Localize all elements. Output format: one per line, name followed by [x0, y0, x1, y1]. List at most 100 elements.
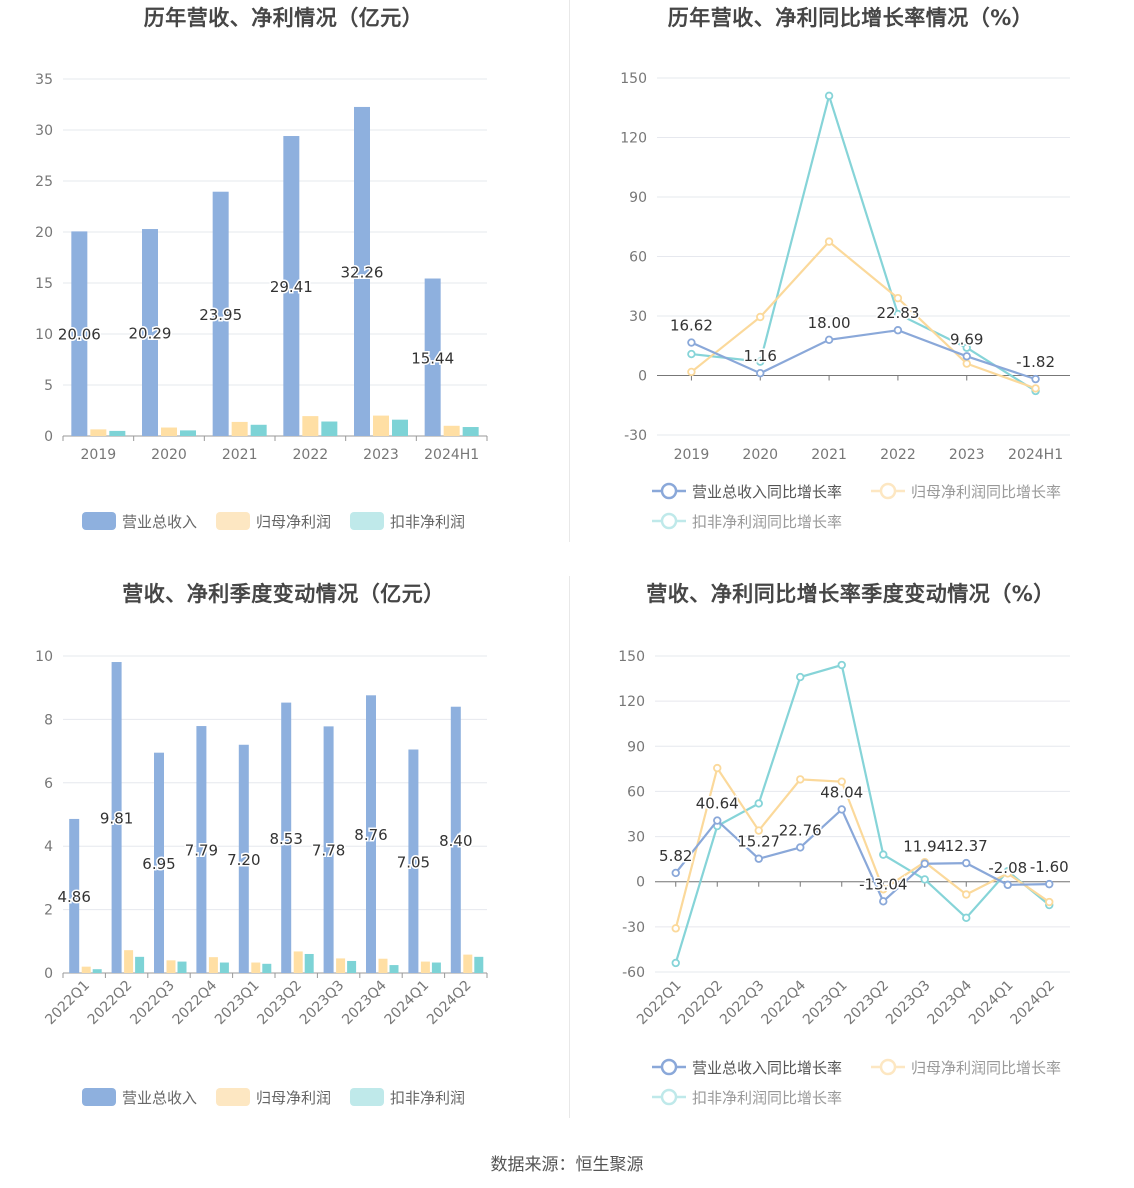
data-point	[824, 237, 834, 246]
legend-label: 扣非净利润同比增长率	[692, 1089, 842, 1107]
x-tick-label: 2023	[949, 447, 985, 463]
x-tick-label: 2021	[811, 447, 847, 463]
data-point	[687, 338, 696, 347]
legend-label: 营业总收入	[122, 1089, 197, 1107]
bar	[431, 962, 441, 973]
legend-label: 营业总收入同比增长率	[692, 1059, 842, 1077]
x-tick-label: 2022Q3	[717, 978, 768, 1029]
legend-swatch	[216, 1088, 250, 1106]
y-tick-label: 60	[629, 250, 647, 266]
legend-marker	[660, 512, 678, 530]
legend-marker	[879, 1058, 897, 1076]
y-tick-label: 150	[618, 649, 645, 665]
annual-amount-title: 历年营收、净利情况（亿元）	[143, 6, 424, 30]
y-tick-label: 0	[638, 369, 647, 385]
legend-label: 归母净利润同比增长率	[911, 1059, 1061, 1077]
data-label: 7.05	[397, 853, 430, 871]
legend-label: 归母净利润	[256, 513, 331, 531]
bar	[154, 752, 164, 973]
quarterly-growth-panel: 营收、净利同比增长率季度变动情况（%） -60 -30 0 30 60 90 120 150 5…	[567, 576, 1134, 1151]
x-tick-label: 2022Q4	[758, 977, 809, 1028]
data-point	[687, 349, 696, 359]
legend-label: 营业总收入同比增长率	[692, 483, 842, 501]
y-tick-label: 15	[35, 276, 53, 292]
data-label: 48.04	[820, 783, 863, 801]
data-label: 15.44	[411, 349, 454, 367]
bar	[373, 415, 389, 436]
data-point	[1045, 879, 1054, 889]
data-point	[1003, 869, 1012, 878]
x-tick-label: 2024Q1	[382, 978, 433, 1029]
y-tick-label: 6	[44, 776, 53, 792]
data-label: 9.81	[100, 810, 133, 828]
bar	[166, 960, 176, 973]
legend-swatch	[350, 1088, 384, 1106]
data-point	[879, 897, 888, 906]
data-point	[1031, 384, 1040, 393]
annual-growth-chart: -30 0 30 60 90 120 150 16.62 1.16 18.00 22.83 9.69 -…	[620, 71, 1070, 531]
data-source-footer: 数据来源：恒生聚源	[490, 1155, 644, 1175]
y-tick-label: 60	[627, 784, 645, 800]
data-point	[837, 777, 846, 786]
bar	[293, 951, 303, 973]
data-label: 9.69	[950, 330, 983, 348]
y-tick-label: 150	[620, 71, 647, 87]
x-tick-label: 2022Q3	[127, 978, 178, 1029]
quarterly-amount-chart: 0 2 4 6 8 10 4.86 9.81 6.95 7.79 7.20 8.53 7.78 8.76 7…	[35, 649, 488, 1107]
y-tick-label: 30	[35, 123, 53, 139]
x-tick-label: 2022	[880, 447, 916, 463]
x-tick-label: 2022Q2	[675, 978, 726, 1029]
data-point	[671, 868, 680, 878]
legend-marker	[660, 1058, 678, 1076]
bar	[142, 229, 158, 436]
bar	[378, 958, 388, 973]
series-line	[690, 240, 1036, 390]
data-label: 8.40	[439, 832, 472, 850]
data-label: 6.95	[142, 855, 175, 873]
bar	[336, 958, 346, 973]
bar	[281, 702, 292, 973]
data-label: 16.62	[670, 317, 713, 335]
quarterly-growth-title: 营收、净利同比增长率季度变动情况（%）	[646, 582, 1055, 606]
series-line	[674, 807, 1050, 904]
legend-label: 归母净利润同比增长率	[911, 483, 1061, 501]
y-tick-label: 25	[35, 174, 53, 190]
data-point	[754, 854, 763, 863]
x-tick-label: 2023Q1	[212, 978, 263, 1029]
legend-label: 扣非净利润同比增长率	[692, 513, 842, 531]
bar	[283, 136, 300, 436]
bar	[462, 427, 479, 436]
x-tick-label: 2022Q2	[85, 978, 136, 1029]
vertical-divider-top	[569, 0, 570, 542]
x-tick-label: 2024Q2	[1007, 978, 1058, 1029]
y-tick-label: 120	[618, 694, 645, 710]
series-line	[690, 329, 1036, 381]
y-tick-label: 30	[627, 830, 645, 846]
y-tick-label: 5	[44, 378, 53, 394]
data-label: 7.20	[227, 851, 260, 869]
data-label: 4.86	[57, 888, 90, 906]
bar	[238, 744, 249, 973]
data-point	[713, 763, 722, 773]
annual-growth-title: 历年营收、净利同比增长率情况（%）	[667, 6, 1034, 30]
data-label: 8.53	[269, 830, 302, 848]
data-point	[824, 91, 834, 101]
data-point	[756, 312, 765, 322]
y-tick-label: 2	[44, 903, 53, 919]
x-tick-label: 2023Q4	[339, 977, 390, 1028]
bar	[196, 726, 207, 973]
bar	[302, 416, 319, 436]
quarterly-amount-title: 营收、净利季度变动情况（亿元）	[122, 582, 445, 606]
data-label: 23.95	[199, 306, 242, 324]
data-point	[1031, 374, 1040, 384]
vertical-divider-bottom	[569, 576, 570, 1118]
data-point	[713, 816, 722, 825]
y-tick-label: 90	[627, 739, 645, 755]
y-tick-label: -30	[622, 920, 645, 936]
bar	[90, 429, 107, 436]
bar	[463, 954, 473, 973]
legend-label: 营业总收入	[122, 513, 197, 531]
legend-marker	[879, 482, 897, 500]
data-label: 11.94	[903, 838, 946, 856]
y-tick-label: 0	[44, 429, 53, 445]
